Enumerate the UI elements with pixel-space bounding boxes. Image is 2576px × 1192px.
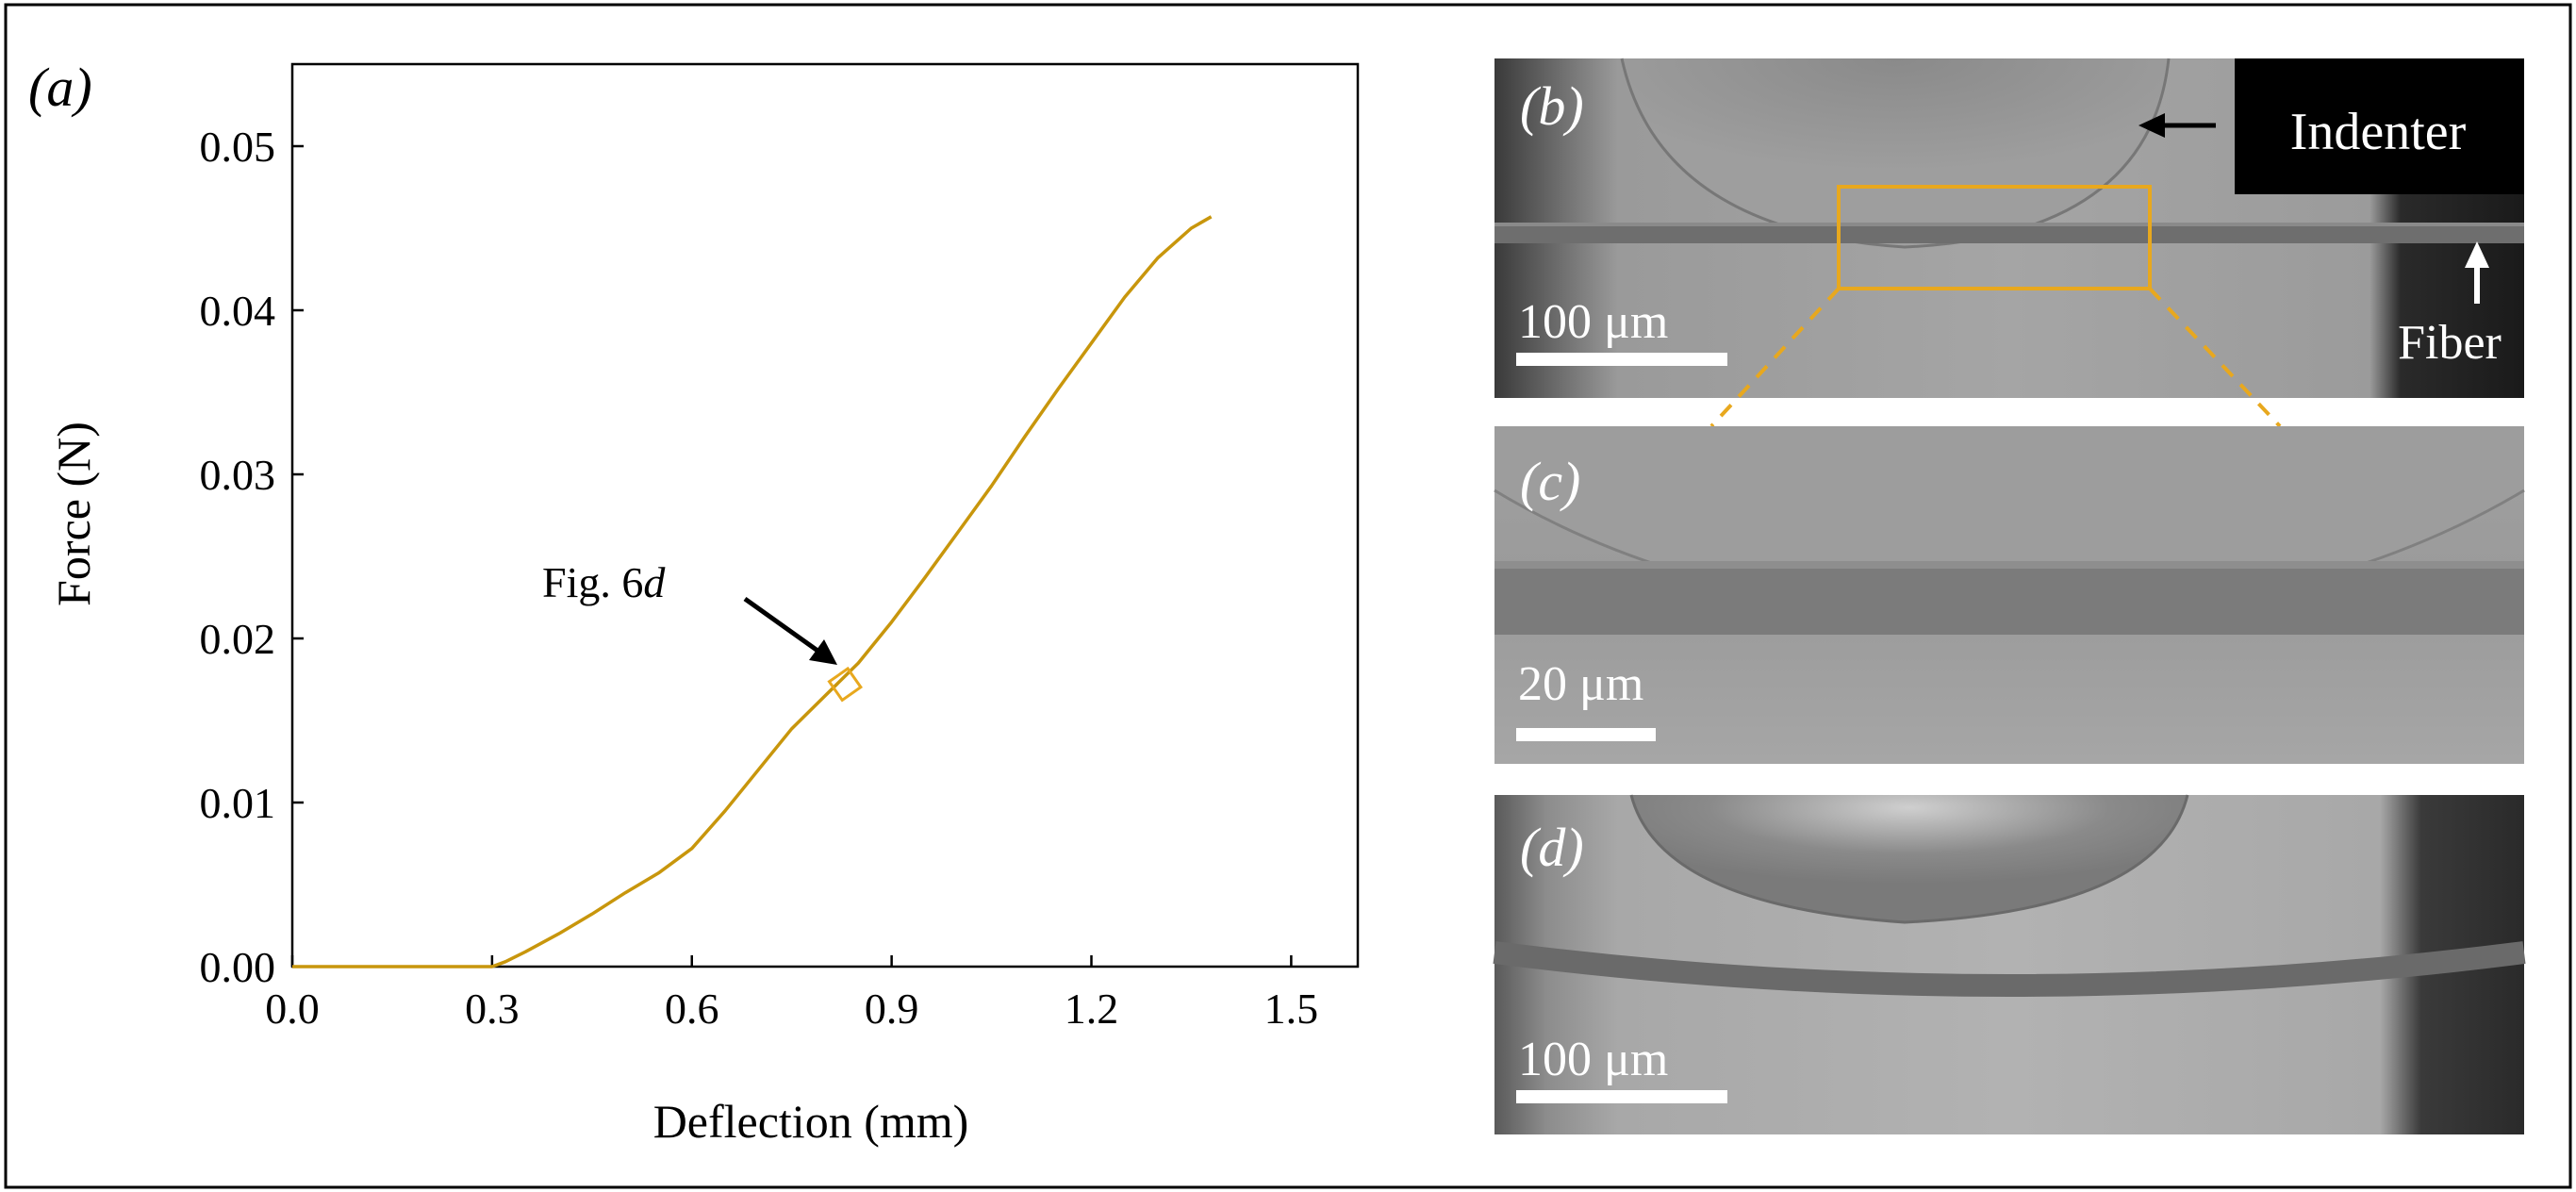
panel-c-fiber bbox=[1494, 561, 2524, 635]
panel-b-fiber-highlight bbox=[1494, 223, 2524, 226]
panel-b-zoom-box bbox=[1837, 185, 2152, 290]
y-axis-tick-labels: 0.00 0.01 0.02 0.03 0.04 0.05 bbox=[200, 123, 276, 991]
x-tick-label: 0.3 bbox=[465, 985, 520, 1033]
plot-area-frame bbox=[290, 62, 1360, 968]
panel-b-fiber bbox=[1494, 223, 2524, 243]
panel-b-indenter-arrow bbox=[2138, 113, 2216, 138]
panel-b-indenter bbox=[1622, 58, 2169, 247]
panel-c-scale-bar bbox=[1516, 728, 1656, 741]
panel-d-indenter bbox=[1631, 795, 2188, 922]
panel-c-scale-label: 20 μm bbox=[1518, 657, 1643, 711]
panel-b-fiber-label: Fiber bbox=[2398, 316, 2502, 370]
x-tick-label: 1.5 bbox=[1264, 985, 1319, 1033]
panel-d-scale-label: 100 μm bbox=[1518, 1033, 1668, 1086]
x-axis-label: Deflection (mm) bbox=[653, 1095, 969, 1148]
panel-b-micrograph: Indenter Fiber (b) 100 μm bbox=[1494, 58, 2524, 398]
panel-b-fiber-arrow bbox=[2465, 241, 2489, 304]
panel-b-indenter-label-box bbox=[2235, 58, 2524, 194]
x-axis-tick-labels: 0.0 0.3 0.6 0.9 1.2 1.5 bbox=[265, 985, 1318, 1033]
x-tick-label: 0.9 bbox=[865, 985, 919, 1033]
panel-b-indenter-label: Indenter bbox=[2290, 103, 2467, 161]
force-deflection-chart: 0.0 0.3 0.6 0.9 1.2 1.5 0.000.010.020.030.040… bbox=[28, 57, 1360, 1148]
x-tick-label: 0.0 bbox=[265, 985, 320, 1033]
panel-d-fiber bbox=[1493, 941, 2526, 997]
series-line-force-deflection bbox=[292, 215, 1213, 968]
panel-d-micrograph: (d) 100 μm bbox=[1493, 794, 2526, 1134]
y-tick-label: 0.02 bbox=[200, 615, 276, 663]
y-tick-label: 0.01 bbox=[200, 779, 276, 827]
zoom-connector-right bbox=[2148, 287, 2282, 428]
annotation-label-italic: d bbox=[643, 558, 666, 606]
annotation-label: Fig. 6d bbox=[542, 558, 666, 606]
panel-d-scale-bar bbox=[1516, 1090, 1727, 1103]
x-tick-label: 1.2 bbox=[1065, 985, 1119, 1033]
panel-d-label: (d) bbox=[1520, 817, 1584, 878]
zoom-connector-left bbox=[1709, 287, 1841, 428]
y-tick-label: 0.05 bbox=[200, 123, 276, 171]
panel-c-micrograph: (c) 20 μm bbox=[1494, 426, 2525, 764]
y-tick-label: 0.00 bbox=[200, 943, 276, 991]
panel-b-indenter-edge bbox=[1620, 58, 2171, 249]
panel-label-a: (a) bbox=[28, 57, 92, 118]
y-tick-label: 0.03 bbox=[200, 451, 276, 499]
panel-c-label: (c) bbox=[1520, 451, 1580, 512]
x-tick-label: 0.6 bbox=[665, 985, 719, 1033]
annotation-arrow bbox=[743, 596, 837, 665]
y-axis-label: Force (N) bbox=[47, 422, 100, 606]
panel-c-fiber-highlight bbox=[1494, 561, 2524, 569]
panel-d-indenter-edge bbox=[1629, 794, 2189, 924]
y-tick-label: 0.04 bbox=[200, 287, 276, 335]
panel-b-scale-bar bbox=[1516, 353, 1727, 366]
annotation-label-text: Fig. 6 bbox=[542, 558, 643, 606]
annotation-marker-square bbox=[827, 666, 863, 703]
panel-b-scale-label: 100 μm bbox=[1518, 295, 1668, 349]
x-axis-ticks bbox=[290, 955, 1293, 967]
panel-b-label: (b) bbox=[1520, 75, 1584, 137]
